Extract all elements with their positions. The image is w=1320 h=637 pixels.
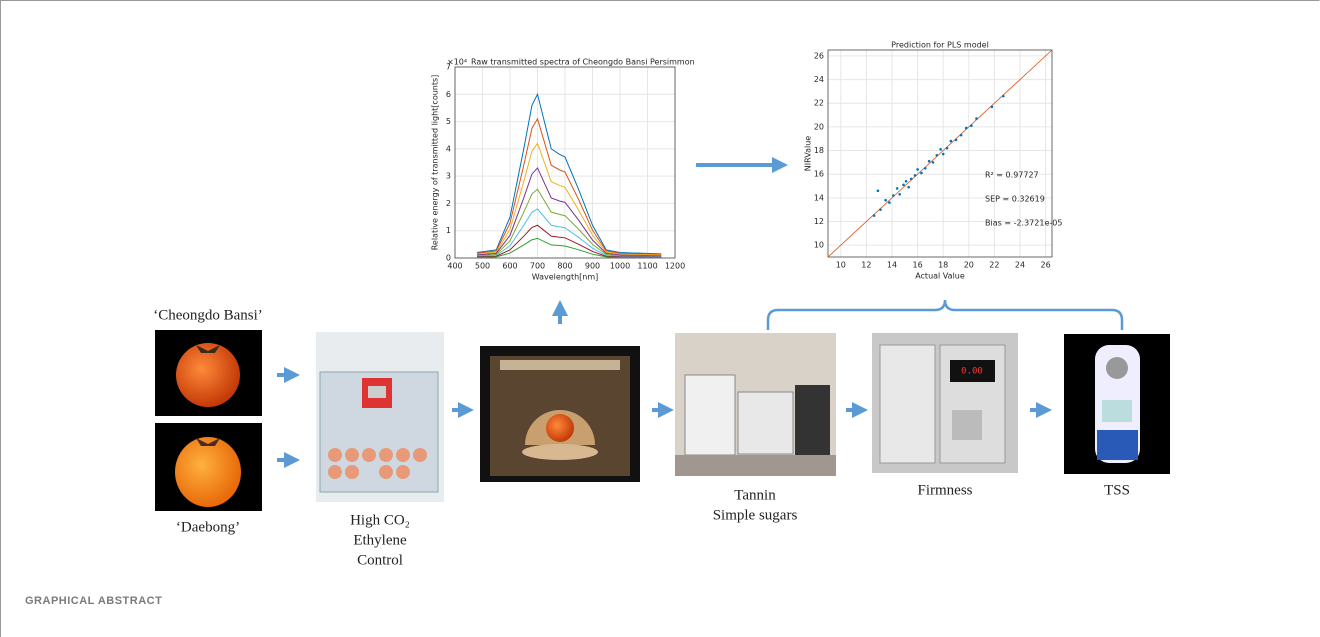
point: [920, 172, 923, 175]
y-tick-label: 18: [814, 146, 824, 155]
photo-refractometer: [1064, 334, 1170, 474]
exponent-label: ×10⁴: [447, 58, 467, 67]
y-tick-label: 14: [814, 193, 824, 202]
point: [975, 117, 978, 120]
spectrum-line: [477, 143, 661, 255]
x-axis-label: Actual Value: [915, 272, 965, 281]
label: ‘Cheongdo Bansi’: [153, 307, 263, 323]
label: ‘Daebong’: [176, 519, 240, 535]
y-tick-label: 3: [446, 172, 451, 181]
point: [946, 147, 949, 150]
label: TSS: [1104, 482, 1130, 498]
photo-hplc: [675, 333, 836, 476]
point: [1002, 95, 1005, 98]
point: [970, 124, 973, 127]
label: Control: [357, 552, 403, 568]
point: [879, 208, 882, 211]
x-tick-label: 20: [964, 261, 974, 270]
point: [928, 160, 931, 163]
x-tick-label: 22: [989, 261, 999, 270]
point: [884, 199, 887, 202]
point: [907, 186, 910, 189]
x-tick-label: 18: [938, 261, 948, 270]
y-tick-label: 22: [814, 99, 824, 108]
x-tick-label: 24: [1015, 261, 1025, 270]
y-tick-label: 2: [446, 199, 451, 208]
x-tick-label: 400: [447, 262, 462, 271]
label: High CO₂: [350, 512, 410, 528]
spectrum-line: [477, 209, 661, 257]
point: [888, 201, 891, 204]
annotation: SEP = 0.32619: [985, 195, 1045, 204]
y-tick-label: 24: [814, 75, 824, 84]
point: [942, 153, 945, 156]
point: [939, 148, 942, 151]
point: [873, 214, 876, 217]
x-tick-label: 10: [836, 261, 846, 270]
point: [965, 127, 968, 130]
y-tick-label: 6: [446, 90, 451, 99]
y-tick-label: 12: [814, 217, 824, 226]
x-tick-label: 1000: [610, 262, 630, 271]
point: [902, 184, 905, 187]
x-tick-label: 600: [502, 262, 517, 271]
x-tick-label: 1100: [637, 262, 657, 271]
point: [892, 194, 895, 197]
y-tick-label: 1: [446, 226, 451, 235]
y-tick-label: 0: [446, 254, 451, 263]
point: [960, 134, 963, 137]
point: [910, 178, 913, 181]
point: [905, 180, 908, 183]
label: Firmness: [917, 482, 972, 498]
x-axis-label: Wavelength[nm]: [532, 273, 599, 282]
point: [877, 189, 880, 192]
y-tick-label: 20: [814, 122, 824, 131]
point: [924, 167, 927, 170]
y-axis-label: Relative energy of transmitted light[cou…: [431, 75, 440, 251]
spectrum-line: [477, 94, 661, 254]
brace: [768, 300, 1122, 330]
photo-firmness: 0.00: [872, 333, 1018, 473]
point: [991, 105, 994, 108]
point: [898, 193, 901, 196]
x-tick-label: 700: [530, 262, 545, 271]
x-tick-label: 16: [913, 261, 923, 270]
y-tick-label: 26: [814, 51, 824, 60]
label: Ethylene: [353, 532, 407, 548]
photo-cheongdo: [155, 330, 262, 416]
y-tick-label: 16: [814, 170, 824, 179]
x-tick-label: 900: [585, 262, 600, 271]
photo-spectrometer: [480, 346, 640, 482]
y-tick-label: 5: [446, 117, 451, 126]
photo-chamber: [316, 332, 444, 502]
point: [936, 154, 939, 157]
chart-title: Raw transmitted spectra of Cheongdo Bans…: [471, 58, 695, 67]
photo-daebong: [155, 423, 262, 511]
x-tick-label: 26: [1041, 261, 1051, 270]
graphical-abstract: 0.00 ‘Cheongdo Bansi’ ‘Daebong’ High CO₂…: [0, 0, 1320, 637]
annotation: R² = 0.97727: [985, 171, 1039, 180]
label: Simple sugars: [713, 507, 798, 523]
x-tick-label: 500: [475, 262, 490, 271]
point: [932, 161, 935, 164]
x-tick-label: 14: [887, 261, 897, 270]
y-axis-label: NIRValue: [804, 136, 813, 172]
point: [914, 174, 917, 177]
x-tick-label: 1200: [665, 262, 685, 271]
y-tick-label: 4: [446, 144, 451, 153]
point: [950, 140, 953, 143]
svg-text:0.00: 0.00: [961, 367, 983, 377]
label: Tannin: [734, 487, 776, 503]
x-tick-label: 12: [861, 261, 871, 270]
point: [916, 168, 919, 171]
footer: GRAPHICAL ABSTRACT: [25, 595, 162, 607]
annotation: Bias = -2.3721e-05: [985, 219, 1062, 228]
chart-title: Prediction for PLS model: [891, 41, 989, 50]
point: [955, 139, 958, 142]
spectrum-line: [477, 189, 661, 256]
spectrum-line: [477, 119, 661, 255]
x-tick-label: 800: [557, 262, 572, 271]
point: [896, 187, 899, 190]
y-tick-label: 10: [814, 241, 824, 250]
